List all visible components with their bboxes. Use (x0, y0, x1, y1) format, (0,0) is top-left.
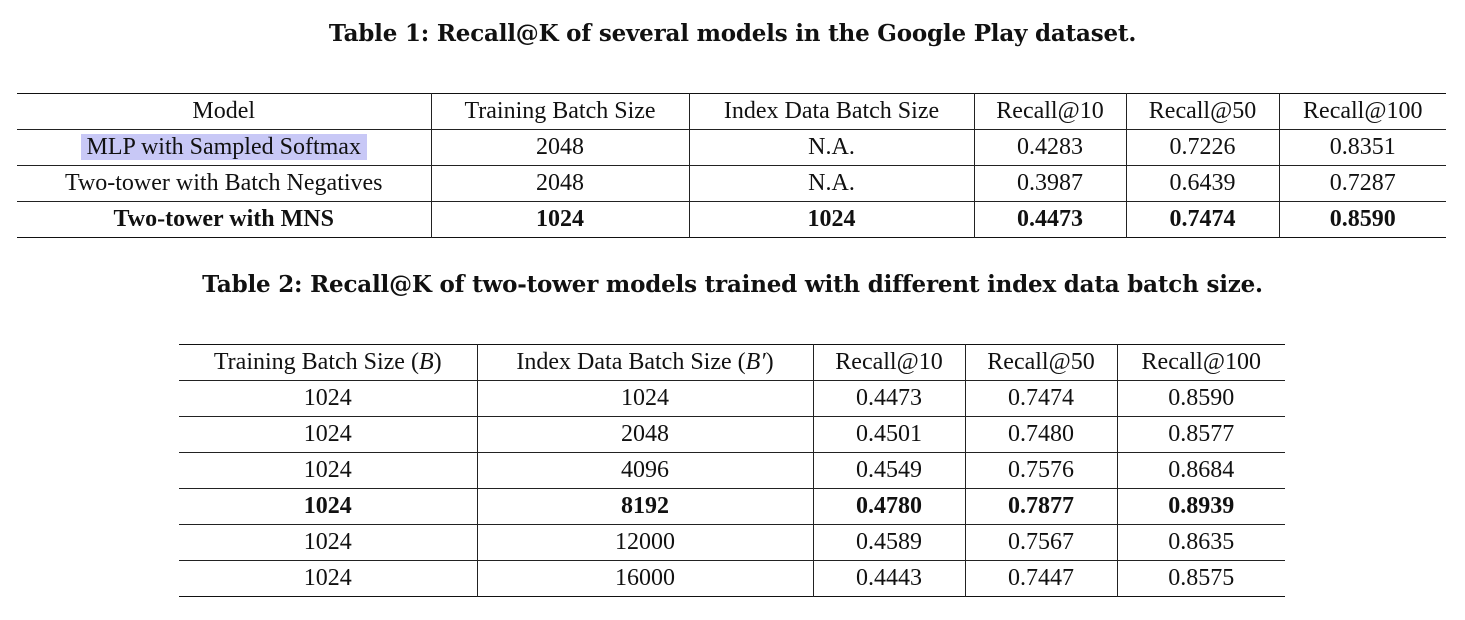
recall100-cell: 0.8939 (1117, 488, 1285, 525)
index-batch-size-cell: 8192 (477, 488, 814, 525)
training-batch-size-cell: 1024 (179, 452, 478, 489)
table2-caption: Table 2: Recall@K of two-tower models tr… (202, 271, 1263, 298)
recall10-cell: 0.4473 (813, 380, 966, 417)
index-batch-size-cell: N.A. (689, 129, 975, 166)
table1-header-recall100: Recall@100 (1279, 93, 1446, 130)
training-batch-size-cell: 1024 (179, 560, 478, 597)
recall10-cell: 0.4443 (813, 560, 966, 597)
table-row: 1024 12000 0.4589 0.7567 0.8635 (179, 524, 1285, 561)
recall50-cell: 0.7474 (965, 380, 1118, 417)
training-batch-size-cell: 1024 (179, 524, 478, 561)
recall100-cell: 0.8351 (1279, 129, 1446, 166)
table-row: 1024 4096 0.4549 0.7576 0.8684 (179, 452, 1285, 489)
table1-caption: Table 1: Recall@K of several models in t… (328, 20, 1137, 47)
training-batch-size-cell: 1024 (179, 488, 478, 525)
training-batch-size-cell: 1024 (179, 416, 478, 453)
recall100-cell: 0.8577 (1117, 416, 1285, 453)
table2: Training Batch Size (B) Index Data Batch… (179, 344, 1285, 597)
recall10-cell: 0.4589 (813, 524, 966, 561)
recall10-cell: 0.4283 (974, 129, 1127, 166)
table-row: 1024 2048 0.4501 0.7480 0.8577 (179, 416, 1285, 453)
recall100-cell: 0.8590 (1117, 380, 1285, 417)
training-batch-size-cell: 2048 (431, 165, 690, 202)
recall100-cell: 0.8684 (1117, 452, 1285, 489)
table2-header-training-batch-size: Training Batch Size (B) (179, 344, 478, 381)
table1-header-model: Model (17, 93, 432, 130)
recall50-cell: 0.7480 (965, 416, 1118, 453)
model-cell: Two-tower with Batch Negatives (17, 165, 432, 202)
table1-header-recall10: Recall@10 (974, 93, 1127, 130)
index-batch-size-cell: 16000 (477, 560, 814, 597)
training-batch-size-cell: 2048 (431, 129, 690, 166)
recall10-cell: 0.4501 (813, 416, 966, 453)
table1: Model Training Batch Size Index Data Bat… (17, 93, 1446, 238)
recall100-cell: 0.7287 (1279, 165, 1446, 202)
table-row: 1024 8192 0.4780 0.7877 0.8939 (179, 488, 1285, 525)
training-batch-size-cell: 1024 (179, 380, 478, 417)
recall100-cell: 0.8635 (1117, 524, 1285, 561)
recall100-cell: 0.8575 (1168, 565, 1235, 591)
table-row: Two-tower with MNS 1024 1024 0.4473 0.74… (17, 201, 1446, 238)
table-row: 1024 1024 0.4473 0.7474 0.8590 (179, 380, 1285, 417)
recall10-cell: 0.4780 (813, 488, 966, 525)
table2-header-recall50: Recall@50 (965, 344, 1118, 381)
recall50-cell: 0.6439 (1126, 165, 1280, 202)
table2-header-recall10: Recall@10 (813, 344, 966, 381)
table2-header-index-batch-size: Index Data Batch Size (B′) (477, 344, 814, 381)
table1-header-row: Model Training Batch Size Index Data Bat… (17, 93, 1446, 130)
table2-header-row: Training Batch Size (B) Index Data Batch… (179, 344, 1285, 381)
index-batch-size-cell: 1024 (689, 201, 975, 238)
recall50-cell: 0.7474 (1126, 201, 1280, 238)
recall10-cell: 0.4473 (974, 201, 1127, 238)
table1-header-recall50: Recall@50 (1126, 93, 1280, 130)
table-row: 1024 16000 0.4443 0.7447 0.8575 (179, 560, 1285, 597)
recall50-cell: 0.7226 (1126, 129, 1280, 166)
model-cell: MLP with Sampled Softmax (17, 129, 432, 166)
training-batch-size-cell: 1024 (431, 201, 690, 238)
recall50-cell: 0.7877 (965, 488, 1118, 525)
recall100-cell: 0.8590 (1329, 206, 1396, 232)
recall10-cell: 0.4549 (813, 452, 966, 489)
highlighted-model-name[interactable]: MLP with Sampled Softmax (80, 134, 367, 160)
recall50-cell: 0.7576 (965, 452, 1118, 489)
recall50-cell: 0.7567 (965, 524, 1118, 561)
index-batch-size-cell: 1024 (477, 380, 814, 417)
model-cell: Two-tower with MNS (17, 201, 432, 238)
table1-header-index-batch-size: Index Data Batch Size (689, 93, 975, 130)
table-row: MLP with Sampled Softmax 2048 N.A. 0.428… (17, 129, 1446, 166)
index-batch-size-cell: 12000 (477, 524, 814, 561)
index-batch-size-cell: N.A. (689, 165, 975, 202)
index-batch-size-cell: 2048 (477, 416, 814, 453)
table-row: Two-tower with Batch Negatives 2048 N.A.… (17, 165, 1446, 202)
table2-header-recall100: Recall@100 (1117, 344, 1285, 381)
index-batch-size-cell: 4096 (477, 452, 814, 489)
recall50-cell: 0.7447 (965, 560, 1118, 597)
recall10-cell: 0.3987 (974, 165, 1127, 202)
table1-header-training-batch-size: Training Batch Size (431, 93, 690, 130)
